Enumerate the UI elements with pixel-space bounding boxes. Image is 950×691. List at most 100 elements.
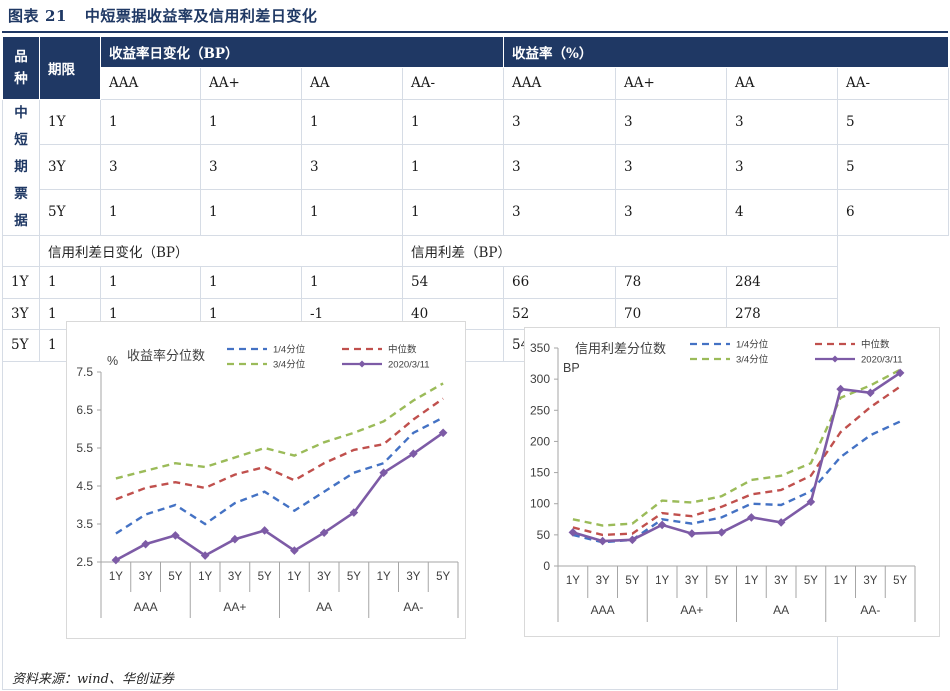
- x-tick-label: 5Y: [436, 571, 450, 583]
- x-tick-label: 3Y: [139, 571, 153, 583]
- value-cell: 1: [200, 266, 302, 299]
- value-cell: 1: [100, 189, 201, 236]
- series-point: [836, 384, 845, 394]
- x-tick-label: 3Y: [317, 571, 331, 583]
- term-cell: 3Y: [39, 143, 101, 191]
- y-axis-label: %: [107, 354, 118, 368]
- value-cell: 1: [200, 98, 302, 145]
- series-point: [141, 539, 150, 549]
- value-cell: 3: [301, 143, 403, 191]
- yield-quantile-chart: 2.5 3.5 4.5 5.5 6.5 7.5 1Y 3Y 5Y 1Y 3Y 5Y 1Y 3Y 5Y 1Y 3Y…: [66, 321, 466, 639]
- series-point: [657, 520, 667, 530]
- y-tick-label: 250: [530, 403, 550, 417]
- x-tick-label: 1Y: [834, 575, 848, 587]
- x-tick-label: 1Y: [377, 571, 391, 583]
- value-cell: 3: [100, 143, 201, 191]
- rating-header-change-2: AA: [301, 67, 403, 100]
- rating-header-yield-3: AA-: [836, 67, 950, 100]
- x-tick-label: 3Y: [774, 575, 788, 587]
- yield-data-row: 中短期票据 1Y 1 1 1 1 3 3 3 5: [2, 98, 950, 236]
- x-tick-label: 3Y: [685, 575, 699, 587]
- rating-header-yield-2: AA: [726, 67, 838, 100]
- value-cell: 1: [402, 189, 504, 236]
- value-cell: 3: [503, 189, 616, 236]
- chart-svg: 2.5 3.5 4.5 5.5 6.5 7.5 1Y 3Y 5Y 1Y 3Y 5Y 1Y 3Y 5Y 1Y 3Y…: [76, 344, 459, 618]
- legend-marker: [358, 360, 366, 368]
- legend-label: 1/4分位: [736, 339, 769, 351]
- value-cell: 3: [615, 189, 727, 236]
- series-line-1: [115, 397, 444, 501]
- x-tick-label: 1Y: [655, 575, 669, 587]
- figure-title: 图表 21 中短票据收益率及信用利差日变化: [8, 5, 317, 26]
- value-cell: 1: [100, 98, 201, 145]
- term-cell: 5Y: [2, 329, 40, 362]
- x-group-label: AA-: [403, 600, 423, 614]
- subheader-spread: 信用利差（BP）: [402, 234, 838, 267]
- value-cell: 3: [726, 98, 838, 145]
- x-tick-label: 1Y: [287, 571, 301, 583]
- value-cell: 1: [301, 189, 403, 236]
- x-group-label: AA-: [860, 603, 880, 617]
- legend-label: 中位数: [861, 339, 890, 351]
- value-cell: 1: [200, 189, 302, 236]
- term-cell: 3Y: [2, 297, 40, 330]
- source-note: 资料来源：wind、华创证券: [12, 672, 174, 687]
- variety-cell: 中短期票据: [2, 98, 40, 236]
- value-cell: 52: [503, 297, 616, 330]
- series-point: [747, 513, 756, 522]
- y-tick-label: 4.5: [76, 479, 93, 493]
- term-cell: 5Y: [39, 189, 101, 236]
- value-cell: 3: [503, 98, 616, 145]
- series-point: [687, 529, 697, 538]
- term-cell: 1Y: [2, 266, 40, 299]
- y-tick-label: 6.5: [76, 403, 93, 417]
- series-line-0: [572, 420, 901, 544]
- header-term: 期限: [39, 36, 101, 100]
- spread-quantile-chart: 0 50 100 150 200 250 300 350 1Y 3Y 5Y 1Y 3Y 5Y 1Y 3Y 5Y 1…: [524, 327, 940, 637]
- y-tick-label: 3.5: [76, 517, 93, 531]
- series-point: [806, 497, 816, 507]
- y-tick-label: 200: [530, 434, 550, 448]
- x-group-label: AA+: [223, 600, 246, 614]
- x-group-label: AAA: [134, 600, 158, 614]
- x-tick-label: 5Y: [625, 575, 639, 587]
- rating-header-change-1: AA+: [200, 67, 302, 100]
- series-point: [290, 546, 299, 555]
- y-tick-label: 2.5: [76, 555, 93, 569]
- value-cell: 3: [726, 143, 838, 191]
- series-line-2: [115, 382, 444, 480]
- x-tick-label: 1Y: [566, 575, 580, 587]
- series-line-3: [115, 431, 444, 562]
- series-point: [379, 468, 388, 477]
- series-point: [598, 536, 607, 546]
- legend-label: 2020/3/11: [388, 360, 430, 371]
- series-point: [349, 508, 359, 517]
- legend-label: 3/4分位: [273, 359, 306, 371]
- spread-data-row: 1Y 1 1 1 1 54 66 78 284: [2, 266, 949, 299]
- x-tick-label: 5Y: [347, 571, 361, 583]
- chart-title: 收益率分位数: [127, 348, 205, 363]
- series-point: [200, 551, 210, 560]
- chart-title: 信用利差分位数: [575, 341, 666, 356]
- value-cell: 6: [836, 189, 950, 236]
- legend-label: 3/4分位: [736, 354, 769, 366]
- legend-marker: [831, 355, 839, 363]
- y-tick-label: 50: [537, 528, 551, 542]
- legend-label: 1/4分位: [273, 344, 306, 356]
- x-tick-label: 3Y: [406, 571, 420, 583]
- series-line-2: [572, 368, 901, 527]
- value-cell: 1: [100, 266, 201, 299]
- x-tick-label: 5Y: [893, 575, 907, 587]
- series-point: [409, 449, 418, 458]
- term-cell: 1Y: [39, 98, 101, 145]
- value-cell: 78: [615, 266, 727, 299]
- value-cell: 1: [301, 98, 403, 145]
- value-cell: 1: [301, 266, 403, 299]
- x-group-label: AA: [316, 600, 332, 614]
- series-point: [717, 528, 726, 537]
- header-yield: 收益率（%）: [502, 36, 950, 68]
- x-tick-label: 1Y: [109, 571, 123, 583]
- chart-svg: 0 50 100 150 200 250 300 350 1Y 3Y 5Y 1Y 3Y 5Y 1Y 3Y 5Y 1…: [530, 339, 916, 622]
- rating-header-yield-0: AAA: [503, 67, 616, 100]
- value-cell: 66: [503, 266, 616, 299]
